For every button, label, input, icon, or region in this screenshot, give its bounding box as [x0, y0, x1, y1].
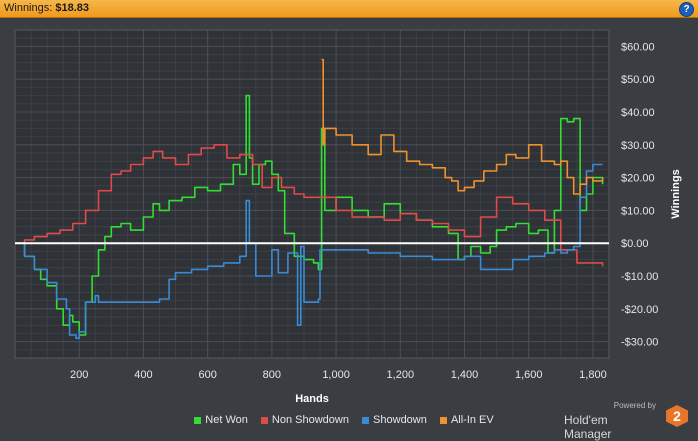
- winnings-value: $18.83: [55, 2, 90, 14]
- x-axis-title: Hands: [295, 393, 329, 405]
- x-tick-label: 1,800: [579, 369, 607, 381]
- y-tick-label: -$30.00: [621, 337, 658, 349]
- legend-label: Net Won: [205, 414, 248, 426]
- legend-item-showdown[interactable]: Showdown: [362, 414, 427, 426]
- chart-legend: Net Won Non Showdown Showdown All-In EV: [0, 414, 698, 430]
- legend-label: Showdown: [373, 414, 427, 426]
- title-bar: Winnings: $18.83 ?: [0, 0, 698, 18]
- winnings-chart: $60.00 $50.00 $40.00 $30.00 $20.00 $10.00 $0.0…: [14, 29, 682, 405]
- y-tick-label: $20.00: [621, 173, 655, 185]
- x-tick-label: 800: [263, 369, 281, 381]
- legend-item-non-showdown[interactable]: Non Showdown: [260, 414, 349, 426]
- x-tick-label: 200: [70, 369, 88, 381]
- series-line-non-showdown: [15, 144, 604, 267]
- legend-item-net-won[interactable]: Net Won: [194, 414, 248, 426]
- x-tick-label: 600: [198, 369, 216, 381]
- legend-swatch: [362, 416, 370, 424]
- legend-label: Non Showdown: [271, 414, 349, 426]
- y-tick-label: $50.00: [621, 74, 655, 86]
- y-tick-label: $0.00: [621, 238, 649, 250]
- legend-swatch: [439, 416, 447, 424]
- help-icon[interactable]: ?: [679, 2, 694, 17]
- y-tick-label: -$10.00: [621, 271, 658, 283]
- y-tick-label: $10.00: [621, 205, 655, 217]
- series-line-showdown: [15, 163, 603, 340]
- powered-by-label: Powered by: [613, 401, 656, 410]
- powered-by-branding: Powered by Hold'em Manager 2: [564, 401, 688, 441]
- x-tick-label: 400: [134, 369, 152, 381]
- plot-frame: [14, 29, 610, 359]
- brand-name: Hold'em Manager: [564, 413, 612, 441]
- y-tick-label: $60.00: [621, 41, 655, 53]
- brand-logo-icon: 2: [666, 405, 688, 427]
- winnings-summary: Winnings: $18.83: [4, 2, 89, 14]
- legend-swatch: [194, 416, 202, 424]
- x-tick-label: 1,400: [451, 369, 479, 381]
- y-tick-label: $40.00: [621, 107, 655, 119]
- y-axis-title: Winnings: [670, 169, 682, 218]
- winnings-label: Winnings:: [4, 2, 53, 14]
- x-tick-label: 1,000: [322, 369, 350, 381]
- series-line-all-in-ev: [321, 58, 604, 195]
- x-tick-label: 1,200: [387, 369, 415, 381]
- legend-label: All-In EV: [450, 414, 494, 426]
- legend-item-all-in-ev[interactable]: All-In EV: [439, 414, 494, 426]
- y-tick-label: -$20.00: [621, 304, 658, 316]
- x-tick-label: 1,600: [515, 369, 543, 381]
- legend-swatch: [260, 416, 268, 424]
- y-tick-label: $30.00: [621, 140, 655, 152]
- series-line-net-won: [15, 94, 604, 336]
